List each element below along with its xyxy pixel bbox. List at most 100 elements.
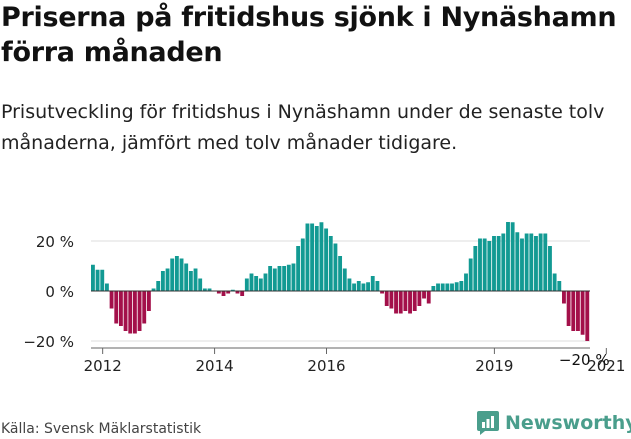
bar: [226, 291, 231, 294]
bar: [389, 291, 394, 309]
brand-name: Newsworthy: [505, 412, 631, 434]
bar: [515, 232, 520, 291]
x-tick-label: 2019: [475, 357, 513, 375]
bar: [487, 241, 492, 291]
bar: [454, 282, 459, 291]
bar: [492, 236, 496, 291]
bar: [137, 291, 142, 331]
bar: [151, 288, 156, 291]
bar: [482, 238, 487, 291]
bar: [207, 288, 212, 291]
bar: [501, 233, 506, 291]
newsworthy-logo-icon: [477, 411, 499, 435]
bar: [333, 243, 338, 291]
bar: [464, 273, 468, 291]
bar: [146, 291, 151, 311]
bar: [417, 291, 422, 306]
bar: [193, 268, 198, 291]
bar: [538, 233, 543, 291]
bar: [221, 291, 226, 296]
bar: [440, 283, 445, 291]
brand-logo[interactable]: Newsworthy: [476, 409, 631, 437]
bars: [91, 222, 590, 341]
bar: [585, 291, 590, 341]
bar: [258, 278, 263, 291]
bar: [370, 276, 375, 291]
bar: [95, 269, 100, 291]
bar: [562, 291, 566, 304]
last-value-label: −20 %: [559, 351, 610, 369]
bar: [380, 291, 384, 294]
bar: [496, 236, 501, 291]
bar: [100, 269, 105, 291]
bar: [473, 246, 478, 291]
bar: [324, 228, 329, 291]
bar: [506, 222, 510, 291]
bar: [282, 266, 287, 291]
bar: [104, 283, 109, 291]
bar: [216, 291, 221, 294]
x-tick-label: 2021: [587, 357, 625, 375]
bar: [398, 291, 403, 314]
bar: [361, 283, 366, 291]
chart-title: Priserna på fritidshus sjönk i Nynäshamn…: [1, 2, 617, 68]
bar: [328, 236, 333, 291]
bar: [170, 258, 175, 291]
bar: [109, 291, 114, 309]
bar: [394, 291, 398, 314]
bar: [436, 283, 440, 291]
bar: [571, 291, 576, 331]
bar: [520, 238, 524, 291]
x-tick-label: 2014: [195, 357, 233, 375]
bar: [254, 276, 259, 291]
bar: [459, 281, 464, 291]
bar: [529, 233, 534, 291]
bar: [445, 283, 450, 291]
bar: [422, 291, 426, 299]
bar: [165, 268, 170, 291]
bar-chart: 20 %0 %−20 %201220142016201920212023−20 …: [23, 222, 625, 375]
bar: [580, 291, 585, 335]
bar: [230, 289, 235, 291]
bar: [543, 233, 548, 291]
bar: [347, 278, 352, 291]
bar: [277, 266, 282, 291]
bar: [249, 273, 254, 291]
bar: [240, 291, 245, 296]
bar: [156, 281, 161, 291]
bar: [431, 286, 436, 291]
bar: [314, 226, 319, 291]
bar: [291, 263, 296, 291]
bar: [384, 291, 389, 306]
bar: [450, 283, 454, 291]
bar: [235, 291, 240, 294]
bar: [179, 258, 184, 291]
bar: [510, 222, 515, 291]
bar: [408, 291, 412, 314]
bar: [286, 264, 291, 291]
bar: [132, 291, 137, 334]
bar: [426, 291, 431, 304]
bar: [576, 291, 580, 331]
x-axis: [91, 347, 607, 354]
x-tick-label: 2012: [84, 357, 122, 375]
bar: [468, 258, 473, 291]
bar: [160, 271, 165, 291]
bar: [123, 291, 128, 331]
bar: [272, 268, 277, 291]
bar: [198, 278, 203, 291]
bar: [342, 268, 347, 291]
bar: [412, 291, 417, 311]
bar: [375, 281, 380, 291]
bar: [296, 246, 301, 291]
source-note: Källa: Svensk Mäklarstatistik: [1, 421, 202, 437]
y-tick-label: 20 %: [36, 233, 74, 251]
y-tick-label: −20 %: [23, 333, 74, 351]
bar: [263, 273, 268, 291]
bar: [478, 238, 482, 291]
bar: [524, 233, 529, 291]
bar: [319, 222, 324, 291]
bar: [366, 282, 371, 291]
bar: [534, 236, 538, 291]
bar: [268, 266, 273, 291]
